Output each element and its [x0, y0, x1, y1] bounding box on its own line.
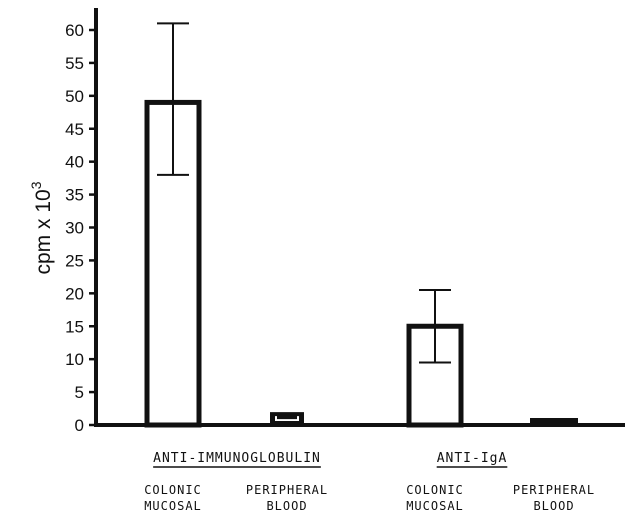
y-tick-label: 45 [65, 120, 84, 139]
y-tick-label: 0 [75, 416, 84, 435]
category-label-line1: PERIPHERAL [513, 483, 595, 497]
category-label-line2: MUCOSAL [144, 499, 202, 513]
y-tick-label: 40 [65, 153, 84, 172]
group-label: ANTI-IgA [437, 451, 508, 466]
category-label-line1: COLONIC [144, 483, 202, 497]
y-tick-label: 5 [75, 383, 84, 402]
category-label-line1: COLONIC [406, 483, 464, 497]
y-axis-label-superscript: 3 [28, 181, 44, 189]
category-label-line2: BLOOD [266, 499, 307, 513]
bar-cap-mark [277, 415, 297, 420]
bars [144, 22, 578, 428]
y-tick-label: 55 [65, 54, 84, 73]
y-axis-label: cpm x 103 [28, 181, 55, 274]
category-labels: COLONIC MUCOSAL PERIPHERAL BLOOD COLONIC MUCO… [144, 451, 595, 513]
y-tick-label: 30 [65, 219, 84, 238]
y-axis-label-text: cpm x 10 [32, 189, 55, 274]
category-label-line2: BLOOD [533, 499, 574, 513]
y-tick-label: 15 [65, 317, 84, 336]
y-tick-label: 10 [65, 350, 84, 369]
y-tick-label: 50 [65, 87, 84, 106]
category-label-line1: PERIPHERAL [246, 483, 328, 497]
y-tick-label: 20 [65, 284, 84, 303]
bar [530, 418, 578, 426]
y-tick-label: 25 [65, 251, 84, 270]
group-label: ANTI-IMMUNOGLOBULIN [153, 451, 321, 466]
y-tick-label: 35 [65, 186, 84, 205]
y-tick-label: 60 [65, 21, 84, 40]
category-label-line2: MUCOSAL [406, 499, 464, 513]
